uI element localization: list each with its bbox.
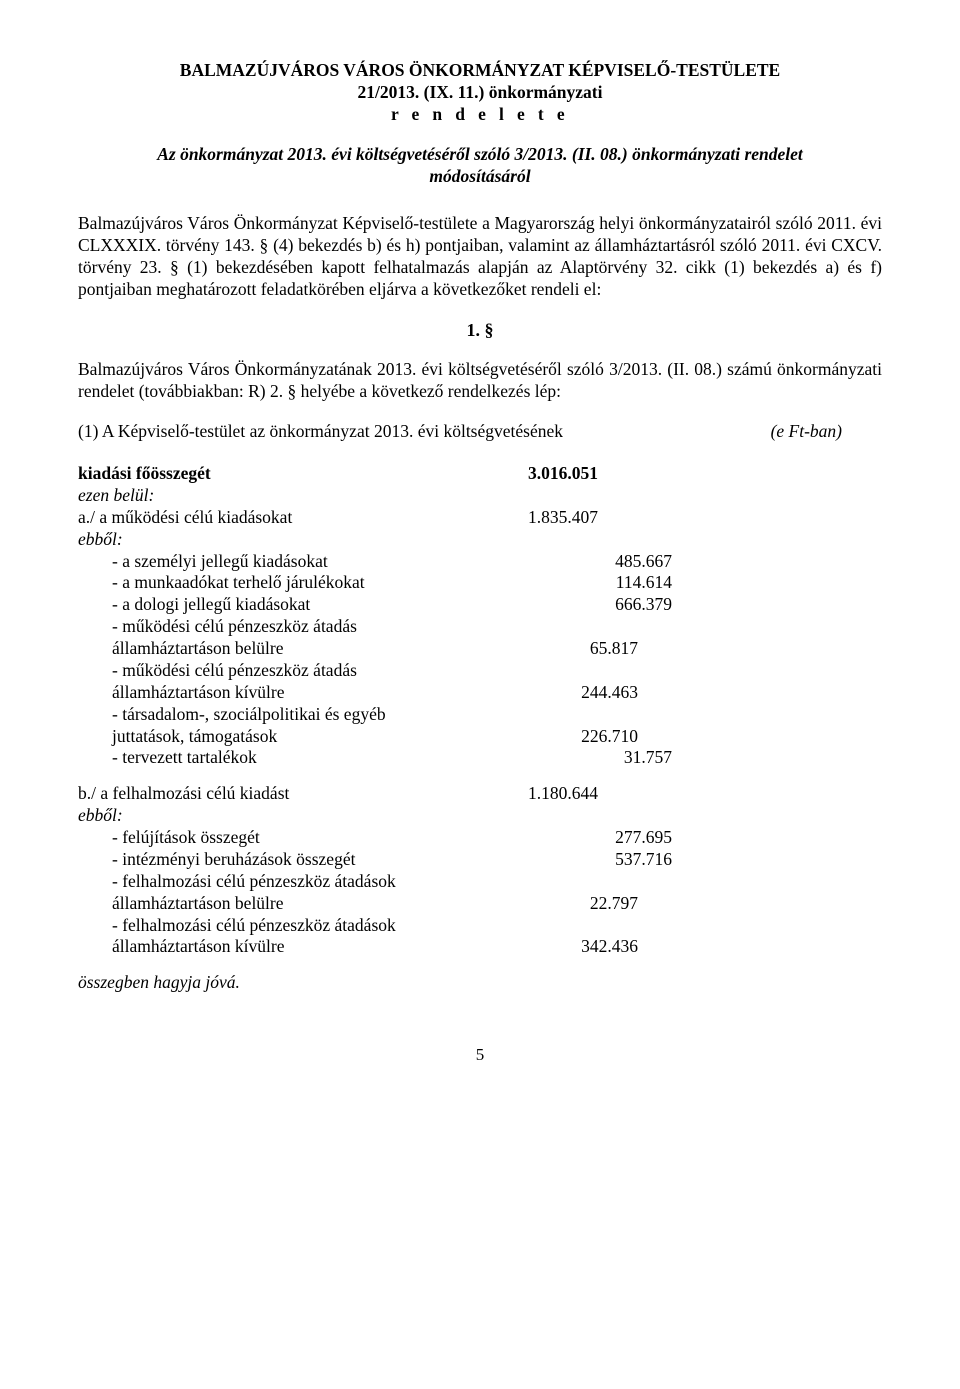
item-label-line1: - felhalmozási célú pénzeszköz átadások	[112, 915, 882, 937]
item-label: - tervezett tartalékok	[112, 747, 257, 769]
b-label: b./ a felhalmozási célú kiadást	[78, 783, 289, 805]
list-item: - a dologi jellegű kiadásokat 666.379	[78, 594, 672, 616]
item-value: 31.757	[552, 747, 672, 769]
item-value: 277.695	[552, 827, 672, 849]
list-item: - intézményi beruházások összegét 537.71…	[78, 849, 672, 871]
subtitle-line1: Az önkormányzat 2013. évi költségvetésér…	[78, 144, 882, 166]
clause-1-text: (1) A Képviselő-testület az önkormányzat…	[78, 421, 563, 443]
subtitle-block: Az önkormányzat 2013. évi költségvetésér…	[78, 144, 882, 188]
kiadasi-total-row: kiadási főösszegét 3.016.051	[78, 463, 598, 485]
list-item: - működési célú pénzeszköz átadás államh…	[78, 660, 882, 704]
item-value: 485.667	[552, 551, 672, 573]
b-value: 1.180.644	[478, 783, 598, 805]
section-number: 1. §	[78, 319, 882, 342]
item-value: 342.436	[518, 936, 638, 958]
item-value: 65.817	[518, 638, 638, 660]
a-value: 1.835.407	[478, 507, 598, 529]
list-item: - társadalom-, szociálpolitikai és egyéb…	[78, 704, 882, 748]
kiadasi-value: 3.016.051	[478, 463, 598, 485]
subtitle-line2: módosításáról	[78, 166, 882, 188]
clause-1-row: (1) A Képviselő-testület az önkormányzat…	[78, 421, 882, 443]
item-label: - a személyi jellegű kiadásokat	[112, 551, 328, 573]
ebbol-b: ebből:	[78, 805, 882, 827]
paragraph-1: Balmazújváros Város Önkormányzatának 201…	[78, 359, 882, 403]
item-value: 244.463	[518, 682, 638, 704]
page-number: 5	[78, 1044, 882, 1065]
list-item: - felhalmozási célú pénzeszköz átadások …	[78, 871, 882, 915]
unit-label: (e Ft-ban)	[771, 421, 882, 443]
b-row: b./ a felhalmozási célú kiadást 1.180.64…	[78, 783, 598, 805]
item-label-line2: államháztartáson kívülre	[112, 682, 285, 704]
item-value: 22.797	[518, 893, 638, 915]
item-value: 666.379	[552, 594, 672, 616]
a-label: a./ a működési célú kiadásokat	[78, 507, 292, 529]
header-line1: BALMAZÚJVÁROS VÁROS ÖNKORMÁNYZAT KÉPVISE…	[78, 60, 882, 82]
item-label-line1: - működési célú pénzeszköz átadás	[112, 660, 882, 682]
item-label-line1: - felhalmozási célú pénzeszköz átadások	[112, 871, 882, 893]
header-line2: 21/2013. (IX. 11.) önkormányzati	[78, 82, 882, 104]
item-value: 114.614	[552, 572, 672, 594]
list-item: - működési célú pénzeszköz átadás államh…	[78, 616, 882, 660]
item-label-line1: - működési célú pénzeszköz átadás	[112, 616, 882, 638]
item-label-line2: államháztartáson belülre	[112, 893, 284, 915]
item-label: - intézményi beruházások összegét	[112, 849, 355, 871]
ezen-belul: ezen belül:	[78, 485, 882, 507]
item-value: 537.716	[552, 849, 672, 871]
item-label-line2: államháztartáson kívülre	[112, 936, 285, 958]
list-item: - a munkaadókat terhelő járulékokat 114.…	[78, 572, 672, 594]
item-value: 226.710	[518, 726, 638, 748]
item-label: - a munkaadókat terhelő járulékokat	[112, 572, 365, 594]
item-label: - a dologi jellegű kiadásokat	[112, 594, 310, 616]
list-item: - tervezett tartalékok 31.757	[78, 747, 672, 769]
list-item: - a személyi jellegű kiadásokat 485.667	[78, 551, 672, 573]
list-item: - felhalmozási célú pénzeszköz átadások …	[78, 915, 882, 959]
item-label: - felújítások összegét	[112, 827, 260, 849]
header-line3: r e n d e l e t e	[78, 104, 882, 126]
intro-paragraph: Balmazújváros Város Önkormányzat Képvise…	[78, 213, 882, 301]
item-label-line1: - társadalom-, szociálpolitikai és egyéb	[112, 704, 882, 726]
list-item: - felújítások összegét 277.695	[78, 827, 672, 849]
a-row: a./ a működési célú kiadásokat 1.835.407	[78, 507, 598, 529]
item-label-line2: államháztartáson belülre	[112, 638, 284, 660]
ebbol-a: ebből:	[78, 529, 882, 551]
item-label-line2: juttatások, támogatások	[112, 726, 277, 748]
kiadasi-label: kiadási főösszegét	[78, 463, 211, 485]
closing-line: összegben hagyja jóvá.	[78, 972, 882, 994]
header-block: BALMAZÚJVÁROS VÁROS ÖNKORMÁNYZAT KÉPVISE…	[78, 60, 882, 126]
